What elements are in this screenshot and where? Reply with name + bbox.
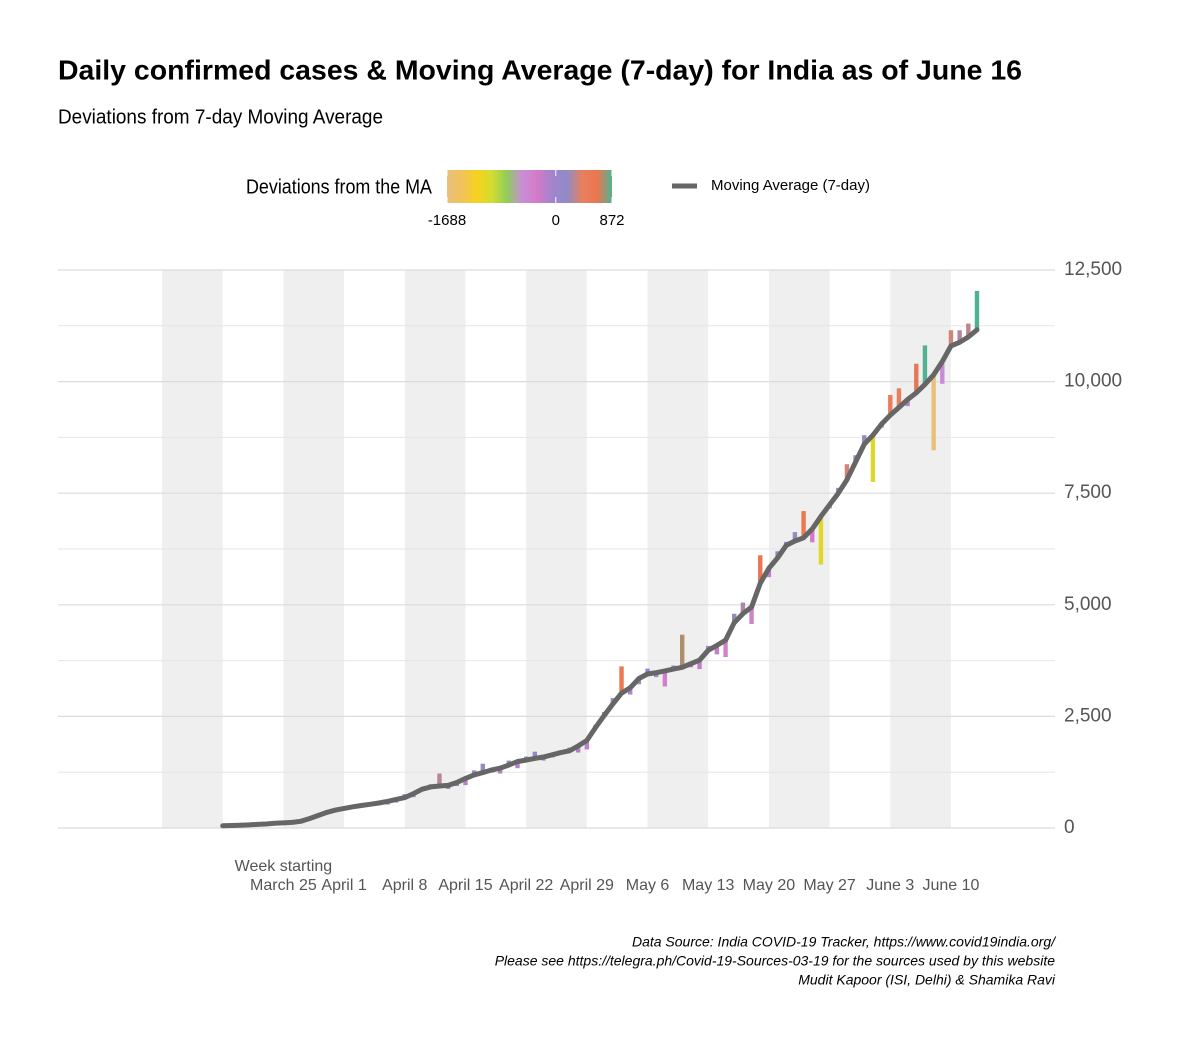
x-tick-label: June 10 (922, 877, 979, 894)
y-tick-label: 12,500 (1064, 259, 1122, 280)
source-note: Mudit Kapoor (ISI, Delhi) & Shamika Ravi (798, 972, 1056, 988)
deviation-bar (862, 435, 867, 445)
deviation-bar (792, 532, 798, 541)
colorscale-tick-label: -1688 (428, 212, 466, 229)
x-tick-label: June 3 (866, 877, 914, 894)
deviation-bar (801, 511, 806, 538)
deviation-bar (957, 330, 962, 343)
deviation-bar (896, 388, 902, 408)
x-tick-label: May 20 (743, 877, 796, 894)
deviation-bar (888, 394, 893, 416)
x-tick-label: April 15 (438, 877, 492, 894)
deviation-bar (758, 555, 763, 584)
y-tick-label: 7,500 (1064, 482, 1112, 503)
deviation-bar (480, 763, 486, 773)
deviation-bar (948, 330, 954, 346)
colorscale-title: Deviations from the MA (246, 176, 433, 198)
deviation-bar (619, 666, 624, 694)
colorscale-tick-label: 872 (599, 212, 624, 229)
deviation-bar (931, 374, 936, 451)
deviation-bar (584, 740, 590, 750)
source-note: Please see https://telegra.ph/Covid-19-S… (495, 953, 1056, 969)
colorscale-tick-label: 0 (552, 212, 560, 229)
deviation-bar (697, 660, 702, 670)
x-tick-label: April 29 (560, 877, 614, 894)
deviation-bar (749, 607, 754, 624)
x-tick-label: May 13 (682, 877, 735, 894)
deviation-bar (714, 645, 720, 655)
y-tick-label: 2,500 (1064, 705, 1112, 726)
legend-label: Moving Average (7-day) (711, 177, 870, 194)
x-tick-label: May 27 (803, 877, 856, 894)
deviation-bar (732, 613, 737, 623)
deviation-bar (463, 778, 468, 786)
deviation-bar (437, 773, 442, 787)
deviation-bar (922, 345, 928, 385)
deviation-bar (844, 464, 850, 480)
deviation-bar (818, 516, 824, 565)
deviation-bar (966, 323, 971, 337)
colorscale-bar (447, 170, 612, 203)
deviation-bar (680, 634, 685, 668)
y-tick-label: 10,000 (1064, 371, 1122, 392)
x-tick-label: March 25 (250, 877, 317, 894)
deviation-bar (810, 528, 815, 543)
deviation-bar (723, 640, 728, 658)
deviation-bar (532, 751, 538, 759)
deviation-bar (662, 670, 668, 687)
source-note: Data Source: India COVID-19 Tracker, htt… (632, 934, 1057, 950)
deviation-bar (627, 687, 633, 695)
deviation-bar (974, 290, 980, 330)
x-tick-label: April 8 (382, 877, 427, 894)
deviation-bar (914, 363, 919, 393)
y-tick-label: 5,000 (1064, 594, 1112, 615)
chart-title: Daily confirmed cases & Moving Average (… (58, 54, 1022, 85)
deviation-bar (870, 435, 876, 483)
deviation-bar (740, 602, 746, 614)
x-axis-label: Week starting (235, 858, 333, 875)
x-tick-label: April 1 (321, 877, 366, 894)
deviation-bar (940, 361, 945, 384)
ma-line (220, 327, 980, 829)
deviation-bar (645, 668, 650, 674)
deviation-bar (515, 761, 520, 769)
x-tick-label: May 6 (626, 877, 670, 894)
deviation-bar (497, 768, 503, 774)
deviation-bar (575, 745, 581, 753)
chart-subtitle: Deviations from 7-day Moving Average (58, 106, 383, 128)
x-tick-label: April 22 (499, 877, 553, 894)
y-tick-label: 0 (1064, 817, 1075, 838)
